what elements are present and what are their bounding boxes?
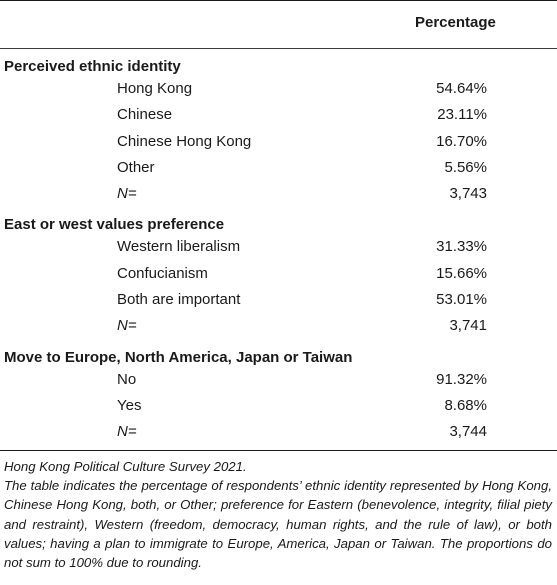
table-row: Both are important 53.01% bbox=[0, 286, 557, 312]
section-header-values-preference: East or west values preference bbox=[0, 206, 557, 233]
section-title: Move to Europe, North America, Japan or … bbox=[4, 348, 353, 366]
row-value: 54.64% bbox=[436, 80, 487, 97]
table-header: Percentage bbox=[0, 0, 557, 48]
table-row: Chinese Hong Kong 16.70% bbox=[0, 128, 557, 154]
row-value: 53.01% bbox=[436, 291, 487, 309]
table-row: Confucianism 15.66% bbox=[0, 260, 557, 286]
table-body: Perceived ethnic identity Hong Kong 54.6… bbox=[0, 48, 557, 445]
row-label: Yes bbox=[117, 396, 142, 414]
header-rule bbox=[0, 48, 557, 49]
row-label: Other bbox=[117, 158, 155, 176]
row-label: N= bbox=[117, 317, 137, 335]
row-value: 15.66% bbox=[436, 264, 487, 282]
row-value: 31.33% bbox=[436, 238, 487, 256]
row-label: Chinese bbox=[117, 106, 173, 124]
section-header-move-abroad: Move to Europe, North America, Japan or … bbox=[0, 339, 557, 366]
column-header-percentage: Percentage bbox=[415, 14, 496, 31]
table-row: Other 5.56% bbox=[0, 154, 557, 180]
table-bottom-rule bbox=[0, 450, 557, 451]
table-row-sample-size: N= 3,743 bbox=[0, 180, 557, 206]
row-value: 3,743 bbox=[449, 185, 487, 203]
row-label: N= bbox=[117, 185, 137, 203]
row-label: No bbox=[117, 370, 137, 388]
section-title: Perceived ethnic identity bbox=[4, 58, 181, 75]
description-note: The table indicates the percentage of re… bbox=[4, 478, 552, 571]
row-value: 23.11% bbox=[437, 106, 487, 124]
row-value: 16.70% bbox=[436, 132, 487, 150]
row-label: Both are important bbox=[117, 291, 241, 309]
row-label: N= bbox=[117, 423, 137, 441]
table-row: Yes 8.68% bbox=[0, 392, 557, 418]
row-value: 8.68% bbox=[444, 396, 487, 414]
table-row: Western liberalism 31.33% bbox=[0, 233, 557, 259]
source-note: Hong Kong Political Culture Survey 2021. bbox=[4, 459, 247, 474]
row-value: 5.56% bbox=[444, 158, 487, 176]
row-label: Hong Kong bbox=[117, 80, 193, 97]
table-row: Hong Kong 54.64% bbox=[0, 75, 557, 101]
table-row-sample-size: N= 3,741 bbox=[0, 312, 557, 338]
table-row: Chinese 23.11% bbox=[0, 101, 557, 127]
section-header-ethnic-identity: Perceived ethnic identity bbox=[0, 48, 557, 75]
table-footnotes: Hong Kong Political Culture Survey 2021.… bbox=[4, 457, 552, 572]
section-title: East or west values preference bbox=[4, 216, 225, 234]
row-value: 91.32% bbox=[436, 370, 487, 388]
row-label: Chinese Hong Kong bbox=[117, 132, 252, 150]
row-value: 3,744 bbox=[449, 423, 487, 441]
table-top-rule bbox=[0, 0, 557, 1]
row-value: 3,741 bbox=[449, 317, 487, 335]
table-row-sample-size: N= 3,744 bbox=[0, 418, 557, 444]
row-label: Confucianism bbox=[117, 264, 208, 282]
table-row: No 91.32% bbox=[0, 366, 557, 392]
row-label: Western liberalism bbox=[117, 238, 241, 256]
